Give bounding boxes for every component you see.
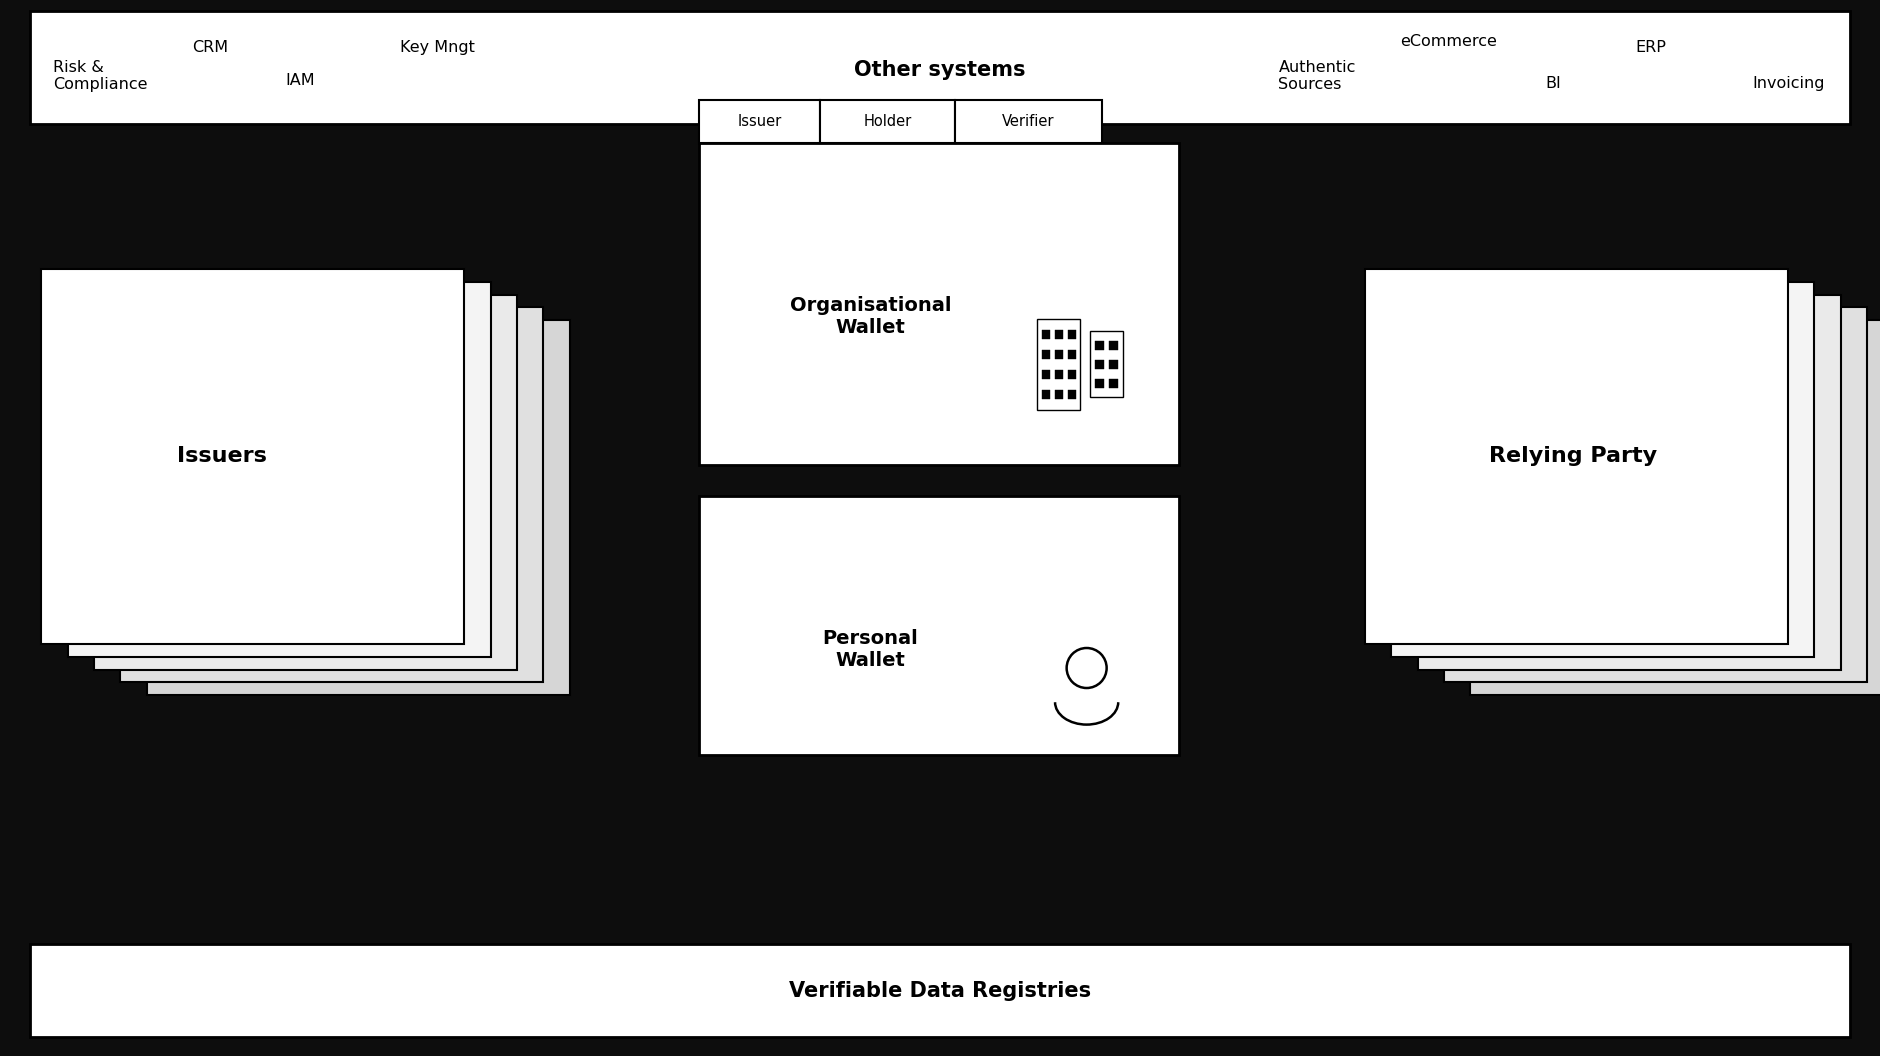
FancyBboxPatch shape <box>820 100 955 143</box>
FancyBboxPatch shape <box>68 282 491 657</box>
FancyBboxPatch shape <box>1470 320 1880 695</box>
FancyBboxPatch shape <box>1068 350 1075 359</box>
Text: Risk &
Compliance: Risk & Compliance <box>53 60 147 92</box>
Text: Authentic
Sources: Authentic Sources <box>1278 60 1355 92</box>
FancyBboxPatch shape <box>699 143 1179 465</box>
FancyBboxPatch shape <box>1109 341 1117 350</box>
FancyBboxPatch shape <box>1090 332 1122 397</box>
Text: Issuers: Issuers <box>177 447 267 466</box>
FancyBboxPatch shape <box>1042 390 1049 399</box>
FancyBboxPatch shape <box>1042 329 1049 339</box>
Text: BI: BI <box>1545 76 1560 91</box>
FancyBboxPatch shape <box>1055 329 1062 339</box>
FancyBboxPatch shape <box>120 307 543 682</box>
Text: Relying Party: Relying Party <box>1489 447 1658 466</box>
Text: Invoicing: Invoicing <box>1752 76 1825 91</box>
FancyBboxPatch shape <box>1109 379 1117 388</box>
Text: eCommerce: eCommerce <box>1401 34 1498 49</box>
Text: Personal
Wallet: Personal Wallet <box>823 629 917 670</box>
FancyBboxPatch shape <box>94 295 517 670</box>
FancyBboxPatch shape <box>1042 370 1049 379</box>
FancyBboxPatch shape <box>41 269 464 644</box>
Text: Verifier: Verifier <box>1002 114 1055 129</box>
FancyBboxPatch shape <box>30 944 1850 1037</box>
FancyBboxPatch shape <box>699 100 820 143</box>
FancyBboxPatch shape <box>1068 390 1075 399</box>
FancyBboxPatch shape <box>1096 341 1104 350</box>
FancyBboxPatch shape <box>30 11 1850 124</box>
Text: Organisational
Wallet: Organisational Wallet <box>790 297 951 337</box>
FancyBboxPatch shape <box>1068 370 1075 379</box>
Text: Verifiable Data Registries: Verifiable Data Registries <box>790 981 1090 1000</box>
Text: Holder: Holder <box>863 114 912 129</box>
FancyBboxPatch shape <box>1109 360 1117 369</box>
FancyBboxPatch shape <box>1055 390 1062 399</box>
Text: CRM: CRM <box>192 40 227 55</box>
FancyBboxPatch shape <box>1055 350 1062 359</box>
Text: IAM: IAM <box>286 73 316 88</box>
FancyBboxPatch shape <box>1391 282 1814 657</box>
FancyBboxPatch shape <box>1096 360 1104 369</box>
FancyBboxPatch shape <box>1042 350 1049 359</box>
FancyBboxPatch shape <box>1365 269 1788 644</box>
Text: ERP: ERP <box>1636 40 1666 55</box>
Text: Other systems: Other systems <box>854 60 1026 79</box>
FancyBboxPatch shape <box>1096 379 1104 388</box>
FancyBboxPatch shape <box>1055 370 1062 379</box>
Text: Issuer: Issuer <box>737 114 782 129</box>
FancyBboxPatch shape <box>1038 319 1081 410</box>
FancyBboxPatch shape <box>1068 329 1075 339</box>
FancyBboxPatch shape <box>699 496 1179 755</box>
FancyBboxPatch shape <box>147 320 570 695</box>
FancyBboxPatch shape <box>1418 295 1841 670</box>
FancyBboxPatch shape <box>1444 307 1867 682</box>
FancyBboxPatch shape <box>955 100 1102 143</box>
Text: Key Mngt: Key Mngt <box>400 40 476 55</box>
